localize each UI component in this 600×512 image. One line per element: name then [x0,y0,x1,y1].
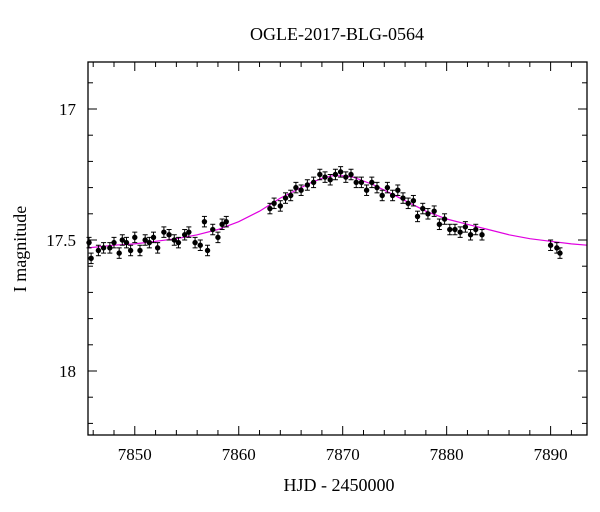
data-point [219,221,225,227]
plot-frame [87,61,588,436]
data-point [154,245,161,251]
data-point [363,187,370,193]
data-point [317,171,323,178]
data-point [557,250,563,256]
data-point [343,174,349,180]
data-point [310,179,317,186]
data-point [271,200,277,207]
x-tick-label: 7850 [118,445,152,464]
data-point [119,237,126,243]
data-point [86,239,92,246]
data-point [467,232,474,238]
data-point [436,221,443,227]
data-point [197,242,203,248]
data-point [132,234,138,241]
axis-ticks [88,62,587,435]
data-point [171,237,177,243]
data-point [332,171,339,178]
data-point [282,195,289,201]
data-point [267,205,273,212]
data-point [181,232,188,238]
data-point [452,226,458,233]
data-point [100,245,107,251]
data-point [384,184,391,191]
model-curve-layer [87,175,588,249]
data-point [400,195,406,201]
data-point [462,224,469,230]
data-point [322,174,328,180]
data-point [123,239,130,246]
data-point [425,211,431,217]
data-point [201,218,208,225]
data-point [554,245,560,251]
y-axis-label: I magnitude [10,206,30,292]
data-points-layer [86,166,563,265]
x-tick-label: 7890 [534,445,568,464]
data-point [431,208,437,214]
data-point [88,255,94,262]
data-point [127,247,134,254]
data-point [277,203,284,209]
data-point [389,192,396,199]
data-point [405,200,411,207]
data-point [479,232,485,238]
data-point [288,192,294,199]
data-point [547,242,554,248]
y-tick-label: 17.5 [46,231,76,250]
data-point [111,239,117,246]
tick-labels: 7850 7860 7870 7880 7890 17 17.5 18 [46,100,567,464]
data-point [186,229,192,235]
data-point [150,234,157,241]
data-point [107,245,113,251]
data-point [304,182,311,188]
data-point [410,198,417,204]
data-point [192,239,198,246]
data-point [379,192,385,199]
data-point [447,226,453,233]
data-point [473,226,479,233]
model-curve [87,175,588,249]
data-point [95,247,102,254]
x-axis-label: HJD - 2450000 [284,475,395,495]
data-point [358,179,365,186]
data-point [175,239,182,246]
data-point [161,229,167,235]
data-point [146,239,153,246]
data-point [457,229,463,235]
data-point [166,232,172,238]
data-point [414,213,421,220]
data-point [137,247,143,254]
data-point [223,218,229,225]
data-point [327,177,333,183]
data-point [395,187,401,193]
data-point [293,184,299,191]
y-tick-label: 17 [59,100,77,119]
data-point [204,247,211,254]
data-point [116,250,122,256]
chart-title: OGLE-2017-BLG-0564 [250,24,424,44]
data-point [369,179,375,186]
y-tick-label: 18 [59,362,76,381]
data-point [353,179,359,186]
x-tick-label: 7880 [430,445,464,464]
data-point [420,205,426,212]
x-tick-label: 7870 [326,445,360,464]
data-point [298,187,304,193]
data-point [215,234,221,241]
x-tick-label: 7860 [222,445,256,464]
data-point [441,216,448,222]
data-point [210,226,216,233]
data-point [142,237,148,243]
data-point [348,171,354,178]
data-point [374,184,380,191]
data-point [337,169,344,175]
